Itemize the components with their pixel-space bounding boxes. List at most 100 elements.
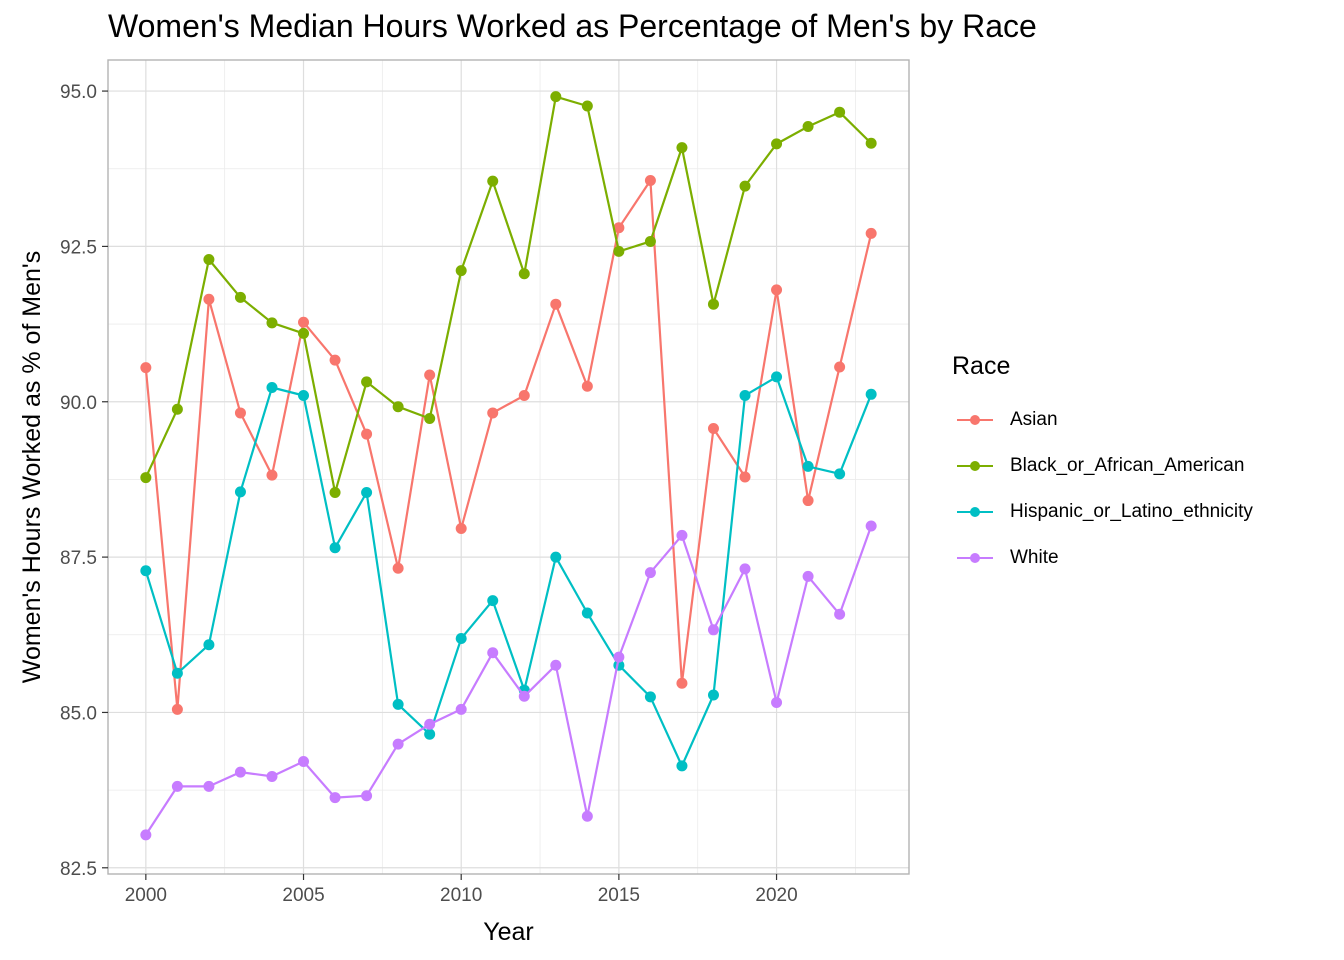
data-point bbox=[361, 376, 373, 388]
legend-item: White bbox=[952, 535, 1253, 581]
data-point bbox=[518, 268, 530, 280]
data-point bbox=[203, 639, 215, 651]
data-point bbox=[298, 390, 310, 402]
data-point bbox=[203, 253, 215, 265]
series-line-black-or-african-american bbox=[144, 95, 872, 494]
y-tick-label: 87.5 bbox=[60, 548, 97, 569]
data-point bbox=[865, 520, 877, 532]
data-point bbox=[865, 227, 877, 239]
legend-items: Asian Black_or_African_American Hispanic_o… bbox=[952, 397, 1253, 581]
data-point bbox=[834, 361, 846, 373]
y-tick-label: 92.5 bbox=[60, 237, 97, 258]
x-axis-title: Year bbox=[483, 918, 534, 946]
legend-item: Hispanic_or_Latino_ethnicity bbox=[952, 489, 1253, 535]
data-point bbox=[550, 298, 562, 310]
data-point bbox=[329, 354, 341, 366]
legend-key bbox=[952, 397, 998, 443]
data-point bbox=[771, 697, 783, 709]
data-point bbox=[140, 565, 152, 577]
data-point bbox=[644, 691, 656, 703]
series-white bbox=[140, 520, 877, 841]
data-point bbox=[739, 471, 751, 483]
series-hispanic-or-latino-ethnicity bbox=[140, 371, 877, 772]
data-point bbox=[455, 523, 467, 535]
x-tick-label: 2020 bbox=[755, 885, 797, 906]
y-tick-label: 95.0 bbox=[60, 82, 97, 103]
series-line-hispanic-or-latino-ethnicity bbox=[144, 375, 873, 768]
x-tick-label: 2015 bbox=[598, 885, 640, 906]
data-point bbox=[518, 390, 530, 402]
x-tick-label: 2010 bbox=[440, 885, 482, 906]
data-point bbox=[581, 810, 593, 822]
legend-item: Black_or_African_American bbox=[952, 443, 1253, 489]
data-point bbox=[834, 608, 846, 620]
data-point bbox=[550, 551, 562, 563]
data-point bbox=[802, 570, 814, 582]
data-point bbox=[802, 495, 814, 507]
data-point bbox=[171, 403, 183, 415]
legend-key bbox=[952, 535, 998, 581]
series-lines bbox=[140, 91, 877, 841]
legend-label: Hispanic_or_Latino_ethnicity bbox=[1010, 501, 1253, 522]
series-black-or-african-american bbox=[140, 91, 877, 498]
data-point bbox=[140, 472, 152, 484]
legend: Race Asian Black_or_African_American Hispa… bbox=[952, 352, 1253, 581]
data-point bbox=[455, 703, 467, 715]
data-point bbox=[329, 792, 341, 804]
y-axis-title: Women's Hours Worked as % of Men's bbox=[18, 251, 46, 683]
data-point bbox=[644, 175, 656, 187]
data-point bbox=[234, 486, 246, 498]
data-point bbox=[771, 371, 783, 383]
data-point bbox=[865, 388, 877, 400]
legend-item: Asian bbox=[952, 397, 1253, 443]
data-point bbox=[424, 728, 436, 740]
data-point bbox=[707, 689, 719, 701]
data-point bbox=[392, 738, 404, 750]
data-point bbox=[739, 390, 751, 402]
data-point bbox=[707, 298, 719, 310]
series-asian bbox=[140, 175, 877, 715]
x-tick-label: 2000 bbox=[125, 885, 167, 906]
data-point bbox=[739, 180, 751, 192]
data-point bbox=[707, 624, 719, 636]
data-point bbox=[802, 460, 814, 472]
data-point bbox=[581, 100, 593, 112]
data-point bbox=[329, 486, 341, 498]
legend-label: White bbox=[1010, 547, 1059, 568]
legend-title: Race bbox=[952, 352, 1011, 380]
data-point bbox=[234, 407, 246, 419]
data-point bbox=[140, 829, 152, 841]
data-point bbox=[487, 175, 499, 187]
data-point bbox=[266, 770, 278, 782]
series-line-asian bbox=[144, 179, 873, 711]
axis-ticks: 82.5 85.0 87.5 90.0 92.5 95.0 2000 2005 2010 2015… bbox=[60, 82, 798, 906]
data-point bbox=[487, 647, 499, 659]
data-point bbox=[298, 327, 310, 339]
data-point bbox=[298, 756, 310, 768]
data-point bbox=[771, 284, 783, 296]
data-point bbox=[455, 265, 467, 277]
data-point bbox=[266, 469, 278, 481]
data-point bbox=[518, 690, 530, 702]
data-point bbox=[361, 790, 373, 802]
data-point bbox=[424, 718, 436, 730]
data-point bbox=[739, 563, 751, 575]
data-point bbox=[550, 91, 562, 103]
data-point bbox=[676, 760, 688, 772]
data-point bbox=[550, 659, 562, 671]
data-point bbox=[392, 698, 404, 710]
data-point bbox=[487, 407, 499, 419]
data-point bbox=[266, 381, 278, 393]
data-point bbox=[613, 222, 625, 234]
data-point bbox=[171, 667, 183, 679]
panel-border bbox=[107, 59, 910, 875]
data-point bbox=[644, 567, 656, 579]
x-tick-label: 2005 bbox=[282, 885, 324, 906]
data-point bbox=[298, 316, 310, 328]
data-point bbox=[424, 413, 436, 425]
data-point bbox=[802, 120, 814, 132]
legend-label: Asian bbox=[1010, 409, 1058, 430]
legend-label: Black_or_African_American bbox=[1010, 455, 1245, 476]
legend-key bbox=[952, 489, 998, 535]
